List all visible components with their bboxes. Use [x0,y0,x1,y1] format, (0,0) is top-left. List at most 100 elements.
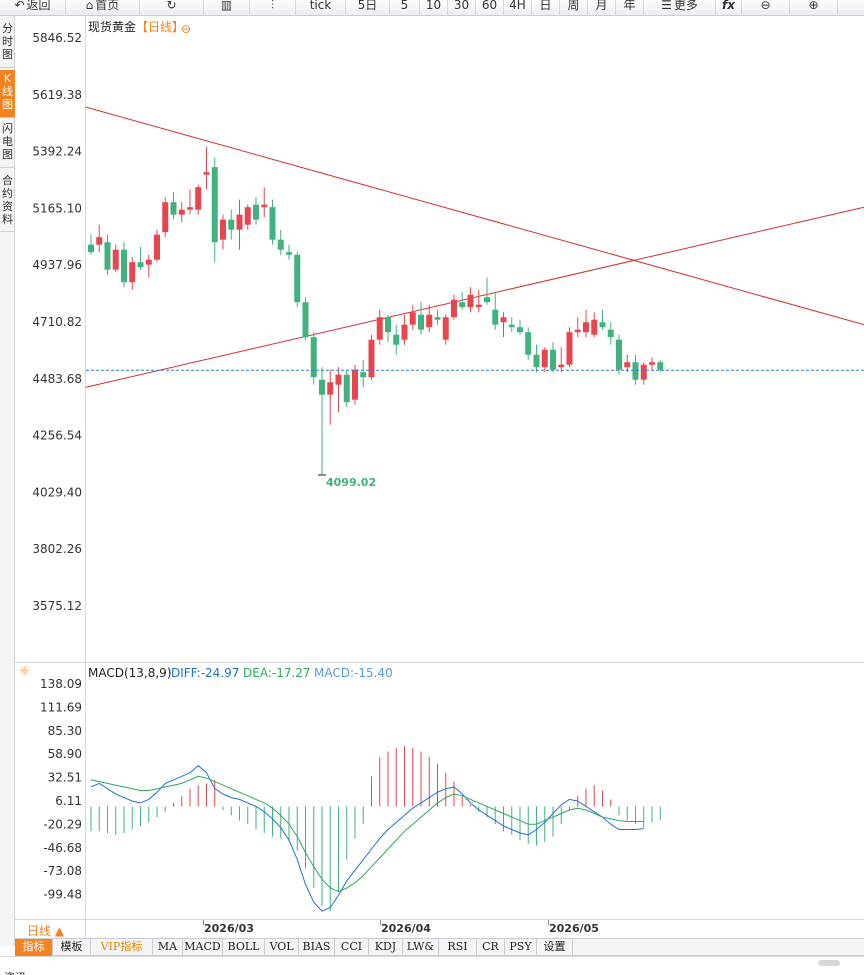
settings-sun-icon[interactable]: ☼ [19,664,30,678]
candle-body [517,327,523,333]
tab-psy[interactable]: PSY [505,939,537,956]
candle-body [426,314,433,328]
candle-body [616,339,622,370]
bar-chart-icon: ▥ [220,0,233,12]
collapse-icon[interactable]: ⊖ [181,22,191,36]
diff-line [90,765,644,912]
zoom-out-icon: ⊖ [760,0,771,12]
macd-axis: 138.09 111.69 85.30 58.90 32.51 6.11 -20.29 -46… [40,677,82,902]
period-5day[interactable]: 5日 [346,0,390,16]
candle-body [310,337,317,378]
low-price-label: 4099.02 [326,476,376,489]
candle-icon: ⫶ [270,0,274,12]
period-4h[interactable]: 4H [504,0,532,16]
trendlines [85,106,864,388]
candle-body [343,374,350,403]
candle-body [335,374,342,385]
tab-lw[interactable]: LW& [403,939,439,956]
candle-body [220,219,226,240]
macd-axis-label: -73.08 [43,864,82,878]
candle-body [385,317,391,333]
tab-ma[interactable]: MA [153,939,183,956]
candle-body [170,202,177,215]
candle-body [302,302,309,338]
tab-macd[interactable]: MACD [183,939,223,956]
refresh-icon: ↻ [166,0,177,12]
back-button[interactable]: ↶ 返回 [0,0,66,16]
scroll-handle[interactable] [818,960,840,966]
period-tick[interactable]: tick [296,0,346,16]
zoom-in-button[interactable]: ⊕ [790,0,838,16]
macd-title: MACD(13,8,9) [88,666,172,680]
macd-axis-label: -46.68 [43,841,82,855]
period-30min[interactable]: 30 [448,0,476,16]
price-axis: 5846.52 5619.38 5392.24 5165.10 4937.96 4710.… [32,31,82,613]
candle-body [154,234,160,260]
tab-vol[interactable]: VOL [265,939,299,956]
back-arrow-icon: ↶ [14,0,25,12]
tab-bias[interactable]: BIAS [299,939,335,956]
period-week[interactable]: 周 [560,0,588,16]
home-button[interactable]: ⌂ 首页 [66,0,140,16]
macd-axis-label: 6.11 [55,794,82,808]
candle-body [203,172,210,175]
tab-settings[interactable]: 设置 [537,939,573,956]
candle-body [360,372,367,378]
period-selector[interactable]: 日线 ▲ [27,924,65,938]
candle-body [657,362,664,370]
tab-rsi[interactable]: RSI [439,939,477,956]
trendline[interactable] [85,206,864,388]
news-label[interactable]: 资讯 [4,969,26,975]
formula-button[interactable]: fx [716,0,742,16]
zoom-out-button[interactable]: ⊖ [742,0,790,16]
candle-body [236,214,243,230]
trendline[interactable] [85,106,864,326]
tab-template[interactable]: 模板 [53,939,91,956]
more-button[interactable]: ☰ 更多 [644,0,716,16]
period-day[interactable]: 日 [532,0,560,16]
candle-body [442,317,449,340]
candle-body [401,324,408,340]
candle-body [566,332,573,365]
candle-body [261,204,268,208]
macd-axis-label: 58.90 [48,747,82,761]
top-toolbar: ↶ 返回 ⌂ 首页 ↻ ▥ ⫶ tick 5日 5 10 30 60 4H 日 周 … [0,0,864,16]
instrument-name: 现货黄金 [88,19,136,34]
candle-body [409,312,416,325]
period-label: 【日线】 [136,20,184,34]
candle-body [137,262,144,268]
home-label: 首页 [95,0,120,12]
candle-body [640,364,647,380]
bottom-strip: 资讯 [0,956,864,975]
candle-body [500,317,507,323]
macd-axis-label: 85.30 [48,724,82,738]
candle-body [352,369,358,400]
tab-vip-indicator[interactable]: VIP指标 [91,939,153,956]
macd-histogram [90,746,661,912]
tab-indicator[interactable]: 指标 [15,939,53,956]
candle-body [475,304,482,308]
candle-body [253,204,259,220]
period-month[interactable]: 月 [588,0,616,16]
period-5min[interactable]: 5 [390,0,420,16]
tab-contract-info[interactable]: 合约资料 [0,172,15,232]
period-year[interactable]: 年 [616,0,644,16]
tab-cci[interactable]: CCI [335,939,369,956]
candle-body [211,167,218,243]
kline-style-button[interactable]: ⫶ [250,0,296,16]
period-60min[interactable]: 60 [476,0,504,16]
tab-cr[interactable]: CR [477,939,505,956]
refresh-button[interactable]: ↻ [140,0,204,16]
tab-flash-chart[interactable]: 闪电图 [0,120,15,168]
candle-body [145,259,152,265]
period-10min[interactable]: 10 [420,0,448,16]
macd-axis-label: 111.69 [40,700,82,714]
tab-time-sharing[interactable]: 分时图 [0,20,15,68]
candlestick-style-button[interactable]: ▥ [204,0,250,16]
tab-boll[interactable]: BOLL [223,939,265,956]
tab-kline[interactable]: K线图 [0,70,15,118]
tab-kdj[interactable]: KDJ [369,939,403,956]
candle-body [178,209,185,215]
candle-body [121,249,127,283]
